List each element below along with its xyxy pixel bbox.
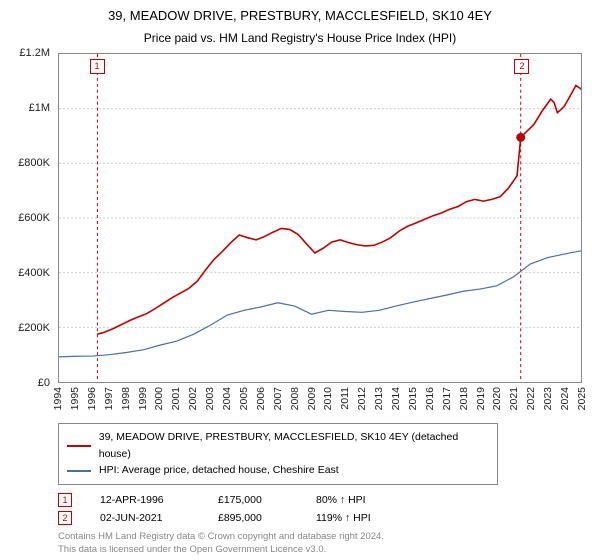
page-title: 39, MEADOW DRIVE, PRESTBURY, MACCLESFIEL… bbox=[10, 8, 590, 25]
event-pct: 119% ↑ HPI bbox=[316, 512, 406, 524]
event-date: 12-APR-1996 bbox=[100, 494, 190, 506]
x-tick-label: 2017 bbox=[441, 387, 453, 410]
x-tick-label: 2013 bbox=[373, 387, 385, 410]
x-tick-label: 1998 bbox=[120, 387, 132, 410]
page-subtitle: Price paid vs. HM Land Registry's House … bbox=[10, 31, 590, 45]
x-tick-label: 1994 bbox=[52, 387, 64, 410]
event-price: £895,000 bbox=[218, 512, 288, 524]
x-tick-label: 2019 bbox=[475, 387, 487, 410]
x-tick-label: 1995 bbox=[69, 387, 81, 410]
x-tick-label: 2004 bbox=[221, 387, 233, 410]
event-row: 2 02-JUN-2021 £895,000 119% ↑ HPI bbox=[58, 511, 590, 525]
x-tick-label: 2022 bbox=[525, 387, 537, 410]
y-axis-labels: £0£200K£400K£600K£800K£1M£1.2M bbox=[10, 53, 54, 383]
x-tick-label: 2009 bbox=[306, 387, 318, 410]
legend-row: HPI: Average price, detached house, Ches… bbox=[67, 462, 489, 479]
plot-svg bbox=[59, 54, 581, 382]
x-tick-label: 2023 bbox=[542, 387, 554, 410]
legend: 39, MEADOW DRIVE, PRESTBURY, MACCLESFIEL… bbox=[58, 423, 498, 485]
x-tick-label: 2003 bbox=[204, 387, 216, 410]
x-tick-label: 1996 bbox=[86, 387, 98, 410]
legend-swatch-red bbox=[67, 445, 91, 447]
event-row: 1 12-APR-1996 £175,000 80% ↑ HPI bbox=[58, 493, 590, 507]
vline-marker: 1 bbox=[90, 59, 105, 74]
x-tick-label: 2025 bbox=[576, 387, 588, 410]
legend-swatch-blue bbox=[67, 470, 91, 472]
event-marker-icon: 2 bbox=[58, 511, 72, 525]
x-tick-label: 2020 bbox=[491, 387, 503, 410]
legend-label-red: 39, MEADOW DRIVE, PRESTBURY, MACCLESFIEL… bbox=[99, 429, 489, 463]
x-tick-label: 1999 bbox=[137, 387, 149, 410]
x-tick-label: 2016 bbox=[424, 387, 436, 410]
vline-marker: 2 bbox=[514, 59, 529, 74]
footer-line1: Contains HM Land Registry data © Crown c… bbox=[58, 531, 590, 543]
event-date: 02-JUN-2021 bbox=[100, 512, 190, 524]
x-tick-label: 2024 bbox=[559, 387, 571, 410]
event-pct: 80% ↑ HPI bbox=[316, 494, 406, 506]
legend-row: 39, MEADOW DRIVE, PRESTBURY, MACCLESFIEL… bbox=[67, 429, 489, 463]
footer: Contains HM Land Registry data © Crown c… bbox=[58, 531, 590, 556]
x-tick-label: 2012 bbox=[356, 387, 368, 410]
x-tick-label: 2018 bbox=[458, 387, 470, 410]
x-tick-label: 2000 bbox=[153, 387, 165, 410]
x-tick-label: 2002 bbox=[187, 387, 199, 410]
footer-line2: This data is licensed under the Open Gov… bbox=[58, 544, 590, 556]
events-table: 1 12-APR-1996 £175,000 80% ↑ HPI 2 02-JU… bbox=[58, 493, 590, 525]
event-marker-icon: 1 bbox=[58, 493, 72, 507]
x-tick-label: 2007 bbox=[272, 387, 284, 410]
legend-label-blue: HPI: Average price, detached house, Ches… bbox=[99, 462, 339, 479]
x-tick-label: 1997 bbox=[103, 387, 115, 410]
x-tick-label: 2014 bbox=[390, 387, 402, 410]
x-tick-label: 2006 bbox=[255, 387, 267, 410]
x-tick-label: 2005 bbox=[238, 387, 250, 410]
x-tick-label: 2021 bbox=[508, 387, 520, 410]
x-tick-label: 2010 bbox=[322, 387, 334, 410]
x-tick-label: 2001 bbox=[170, 387, 182, 410]
chart-area: £0£200K£400K£600K£800K£1M£1.2M 1994 1995 1… bbox=[10, 53, 590, 413]
chart-container: 39, MEADOW DRIVE, PRESTBURY, MACCLESFIEL… bbox=[0, 0, 600, 560]
event-price: £175,000 bbox=[218, 494, 288, 506]
x-tick-label: 2011 bbox=[339, 387, 351, 410]
x-tick-label: 2008 bbox=[289, 387, 301, 410]
x-tick-label: 2015 bbox=[407, 387, 419, 410]
plot-region bbox=[58, 53, 582, 383]
